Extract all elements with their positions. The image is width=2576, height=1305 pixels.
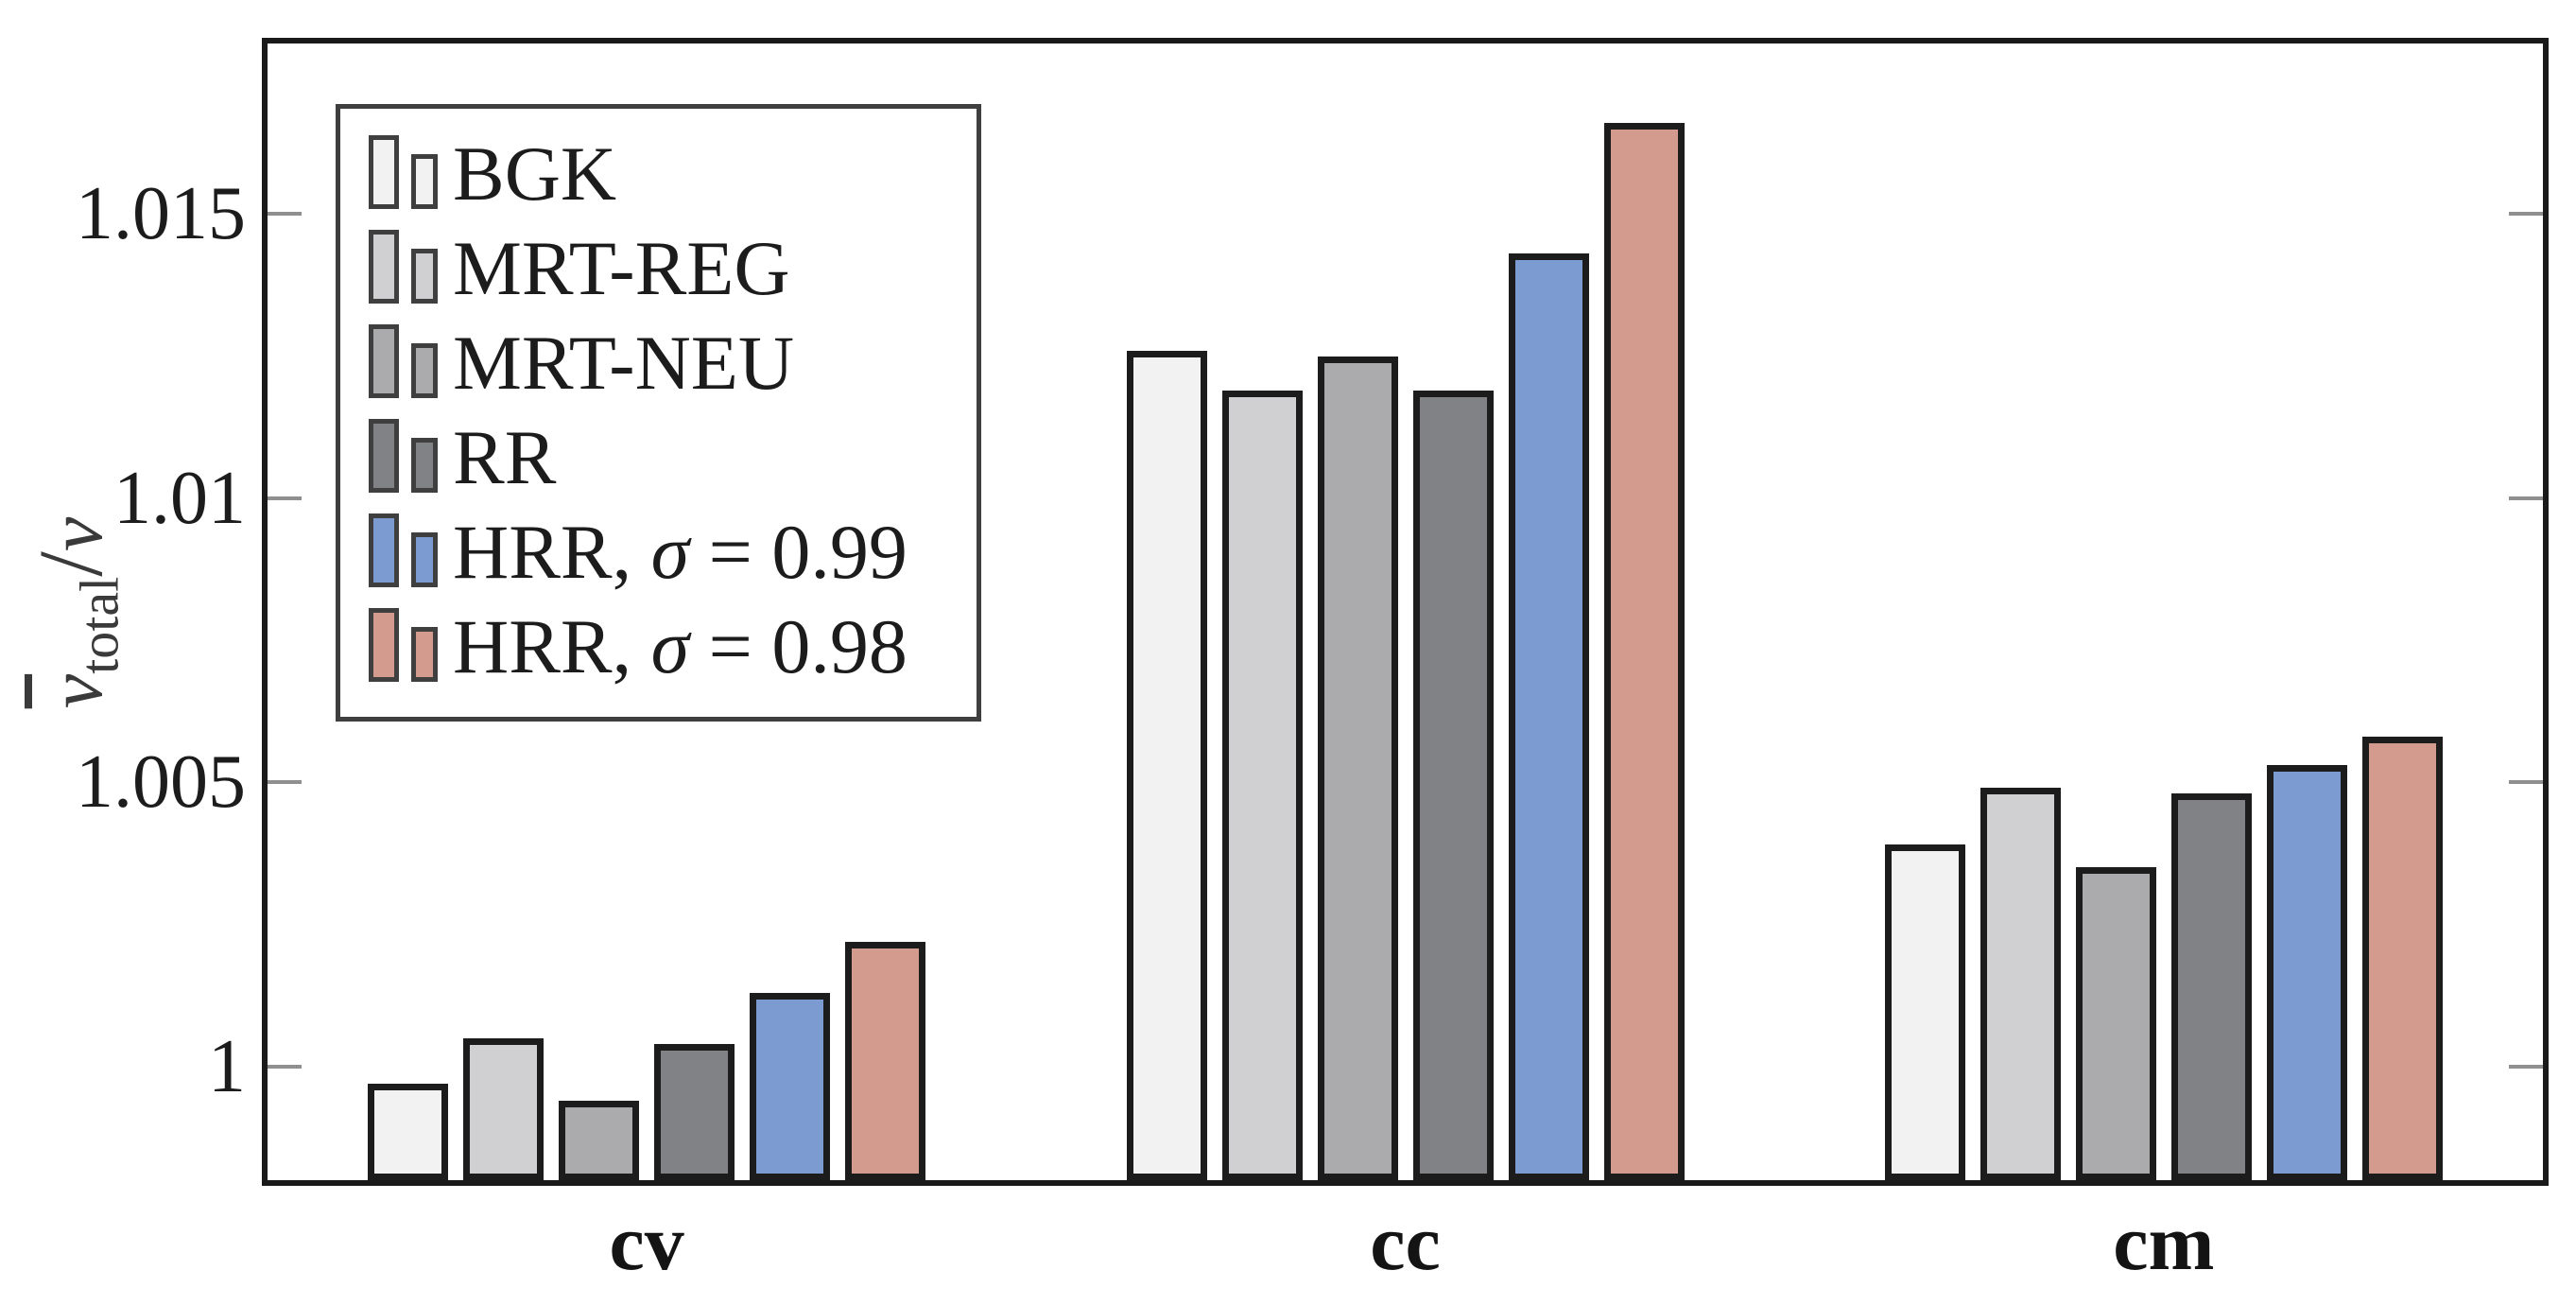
legend-item-RR: RR <box>369 414 977 500</box>
legend-swatch-short <box>411 532 438 587</box>
legend-swatch-short <box>411 343 438 398</box>
bar-HRR, σ = 0.98-cv <box>845 942 926 1180</box>
legend: BGK MRT-REG MRT-NEU RR HRR, σ = 0.99 HRR, σ =… <box>336 104 981 722</box>
bar-HRR, σ = 0.99-cc <box>1508 253 1589 1180</box>
bar-HRR, σ = 0.99-cv <box>750 993 831 1180</box>
bar-MRT-NEU-cv <box>559 1101 640 1180</box>
bar-HRR, σ = 0.99-cm <box>2266 765 2347 1180</box>
y-tick-right-1.01 <box>2509 496 2543 500</box>
legend-label: RR <box>453 414 557 500</box>
plot-area <box>262 38 2549 1186</box>
legend-item-MRT-NEU: MRT-NEU <box>369 320 977 406</box>
y-axis-label-numerator: ν <box>32 673 118 709</box>
legend-swatch-tall <box>369 608 399 682</box>
bar-MRT-REG-cv <box>463 1038 545 1180</box>
y-tick-label: 1.015 <box>76 172 246 256</box>
bar-HRR, σ = 0.98-cm <box>2361 737 2443 1180</box>
x-category-label-cc: cc <box>1370 1199 1441 1287</box>
legend-swatch-short <box>411 154 438 209</box>
bar-RR-cm <box>2170 793 2252 1180</box>
bar-BGK-cv <box>368 1084 449 1180</box>
bar-MRT-NEU-cc <box>1317 357 1398 1180</box>
y-tick-left-1.01 <box>268 496 302 500</box>
legend-item-HRR, σ = 0.99: HRR, σ = 0.99 <box>369 509 977 595</box>
legend-item-HRR, σ = 0.98: HRR, σ = 0.98 <box>369 603 977 689</box>
legend-swatch-tall <box>369 135 399 209</box>
bar-MRT-REG-cm <box>1980 788 2061 1180</box>
bar-BGK-cm <box>1884 844 1965 1180</box>
y-tick-left-1.015 <box>268 212 302 217</box>
y-tick-right-1 <box>2509 1064 2543 1069</box>
y-axis-label-slash: / <box>20 551 121 577</box>
x-category-label-cm: cm <box>2113 1199 2215 1287</box>
legend-label: MRT-REG <box>453 225 790 311</box>
bar-MRT-REG-cc <box>1221 391 1303 1180</box>
bar-MRT-NEU-cm <box>2075 867 2156 1180</box>
legend-swatch-short <box>411 249 438 304</box>
y-tick-left-1.005 <box>268 780 302 785</box>
bar-HRR, σ = 0.98-cc <box>1603 123 1685 1180</box>
legend-swatch-short <box>411 438 438 493</box>
legend-swatch-tall <box>369 230 399 304</box>
bar-BGK-cc <box>1126 351 1207 1180</box>
legend-item-MRT-REG: MRT-REG <box>369 225 977 311</box>
bar-RR-cv <box>654 1044 735 1180</box>
x-category-label-cv: cv <box>609 1199 684 1287</box>
y-tick-right-1.005 <box>2509 780 2543 785</box>
legend-label: HRR, σ = 0.98 <box>453 603 908 689</box>
legend-swatch-tall <box>369 513 399 587</box>
y-axis-label-subscript: total <box>68 576 130 674</box>
y-tick-label: 1.005 <box>76 740 246 825</box>
legend-swatch-short <box>411 627 438 682</box>
legend-swatch-tall <box>369 324 399 398</box>
legend-label: BGK <box>453 130 617 217</box>
bar-RR-cc <box>1412 391 1494 1180</box>
legend-item-BGK: BGK <box>369 130 977 217</box>
legend-label: HRR, σ = 0.99 <box>453 509 908 595</box>
legend-label: MRT-NEU <box>453 320 795 406</box>
legend-swatch-tall <box>369 419 399 493</box>
y-tick-label: 1.01 <box>113 456 246 540</box>
y-tick-label: 1 <box>208 1024 246 1108</box>
y-tick-left-1 <box>268 1064 302 1069</box>
y-tick-right-1.015 <box>2509 212 2543 217</box>
